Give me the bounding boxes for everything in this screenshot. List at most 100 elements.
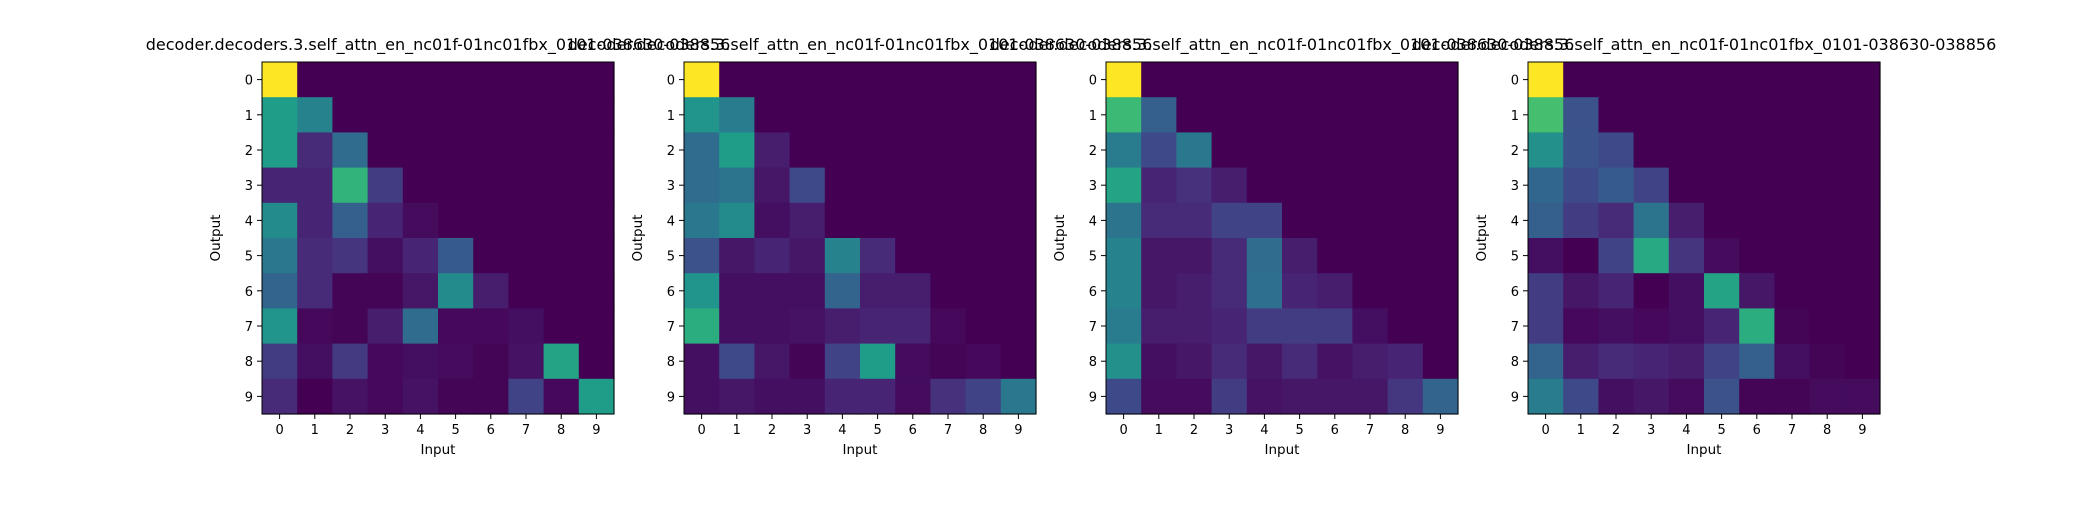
heatmap-cell <box>719 202 755 239</box>
heatmap-cell <box>1704 132 1740 169</box>
heatmap-cell <box>1282 62 1318 98</box>
heatmap-cell <box>684 378 720 415</box>
heatmap-cell <box>402 202 439 239</box>
heatmap-cell <box>578 343 615 380</box>
heatmap-cell <box>1844 202 1881 239</box>
heatmap-cell <box>1176 167 1213 204</box>
heatmap-cell <box>1668 273 1705 309</box>
heatmap-cell <box>1141 62 1177 98</box>
heatmap-cell <box>1528 308 1564 345</box>
heatmap-cell <box>1106 167 1142 204</box>
heatmap-cell <box>297 378 333 415</box>
heatmap-cell <box>543 308 580 345</box>
heatmap-cell <box>684 273 720 309</box>
heatmap-cell <box>1633 132 1670 169</box>
heatmap-cell <box>1668 378 1705 415</box>
heatmap-cell <box>1352 62 1389 98</box>
y-tick-label: 2 <box>1511 144 1519 159</box>
y-tick-label: 5 <box>667 250 675 265</box>
heatmap-panel-3: 0 1 2 3 4 5 6 7 8 9 0 1 2 3 4 5 6 7 8 9 Input Output decoder.d… <box>1412 35 1997 458</box>
heatmap-cell <box>1000 202 1037 239</box>
y-tick-label: 2 <box>1089 144 1097 159</box>
heatmap-cell <box>930 202 967 239</box>
heatmap-cell <box>1141 273 1177 309</box>
heatmap-cell <box>965 132 1002 169</box>
heatmap-cell <box>684 132 720 169</box>
heatmap-cell <box>1844 167 1881 204</box>
heatmap-cell <box>1598 308 1635 345</box>
y-tick-label: 9 <box>667 390 675 405</box>
heatmap-cell <box>754 132 791 169</box>
heatmap-cell <box>1211 273 1248 309</box>
heatmap-cell <box>1352 238 1389 274</box>
heatmap-cell <box>1000 132 1037 169</box>
y-tick-label: 1 <box>667 109 675 124</box>
heatmap-cell <box>543 343 580 380</box>
heatmap-cell <box>1211 238 1248 274</box>
heatmap-cell <box>1317 273 1353 309</box>
heatmap-cell <box>789 97 826 133</box>
heatmap-cell <box>508 167 545 204</box>
heatmap-cell <box>1282 202 1318 239</box>
y-axis-label: Output <box>1474 215 1490 262</box>
heatmap-cell <box>1739 343 1775 380</box>
x-tick-label: 1 <box>1577 423 1585 438</box>
heatmap-cell <box>1774 62 1811 98</box>
heatmap-cell <box>367 238 404 274</box>
heatmap-cell <box>789 132 826 169</box>
heatmap-cell <box>402 308 439 345</box>
heatmap-cell <box>1106 273 1142 309</box>
heatmap-cell <box>1387 202 1424 239</box>
heatmap-cell <box>1844 62 1881 98</box>
heatmap-cell <box>754 167 791 204</box>
heatmap-cell <box>1739 238 1775 274</box>
x-tick-label: 6 <box>487 423 495 438</box>
y-tick-label: 6 <box>1511 285 1519 300</box>
y-tick-label: 3 <box>1511 179 1519 194</box>
x-tick-label: 2 <box>768 423 776 438</box>
y-tick-label: 3 <box>1089 179 1097 194</box>
heatmap-cell <box>578 238 615 274</box>
heatmap-cell <box>1809 238 1846 274</box>
heatmap-cell <box>860 62 896 98</box>
heatmap-cell <box>1176 132 1213 169</box>
heatmap-cell <box>1809 202 1846 239</box>
heatmap-cell <box>332 378 369 415</box>
heatmap-cell <box>262 167 298 204</box>
heatmap-cell <box>1633 308 1670 345</box>
heatmap-cell <box>473 238 509 274</box>
heatmap-cell <box>1809 62 1846 98</box>
y-tick-label: 8 <box>1089 355 1097 370</box>
heatmap-cell <box>438 343 474 380</box>
heatmap-cell <box>1422 97 1459 133</box>
heatmap-cell <box>1563 343 1599 380</box>
heatmap-cell <box>438 167 474 204</box>
x-tick-label: 3 <box>381 423 389 438</box>
heatmap-cell <box>508 273 545 309</box>
x-axis-label: Input <box>1265 442 1300 458</box>
heatmap-cell <box>824 238 861 274</box>
heatmap-cell <box>754 273 791 309</box>
heatmap-cell <box>1387 308 1424 345</box>
heatmap-cell <box>719 238 755 274</box>
heatmap-cell <box>719 167 755 204</box>
x-tick-label: 0 <box>1119 423 1127 438</box>
heatmap-cell <box>508 202 545 239</box>
heatmap-cell <box>684 97 720 133</box>
heatmap-cell <box>1774 97 1811 133</box>
heatmap-cell <box>1141 97 1177 133</box>
x-tick-label: 2 <box>346 423 354 438</box>
x-tick-label: 5 <box>1717 423 1725 438</box>
heatmap-cell <box>1000 273 1037 309</box>
heatmap-cell <box>930 62 967 98</box>
heatmap-cell <box>262 273 298 309</box>
x-tick-label: 3 <box>1225 423 1233 438</box>
y-tick-label: 4 <box>1089 214 1097 229</box>
heatmap-cell <box>473 97 509 133</box>
heatmap-cell <box>1352 132 1389 169</box>
heatmap-cell <box>1563 238 1599 274</box>
x-tick-label: 8 <box>979 423 987 438</box>
y-tick-label: 3 <box>245 179 253 194</box>
heatmap-cell <box>543 378 580 415</box>
panel-title: decoder.decoders.3.self_attn_en_nc01f-01… <box>146 35 731 55</box>
